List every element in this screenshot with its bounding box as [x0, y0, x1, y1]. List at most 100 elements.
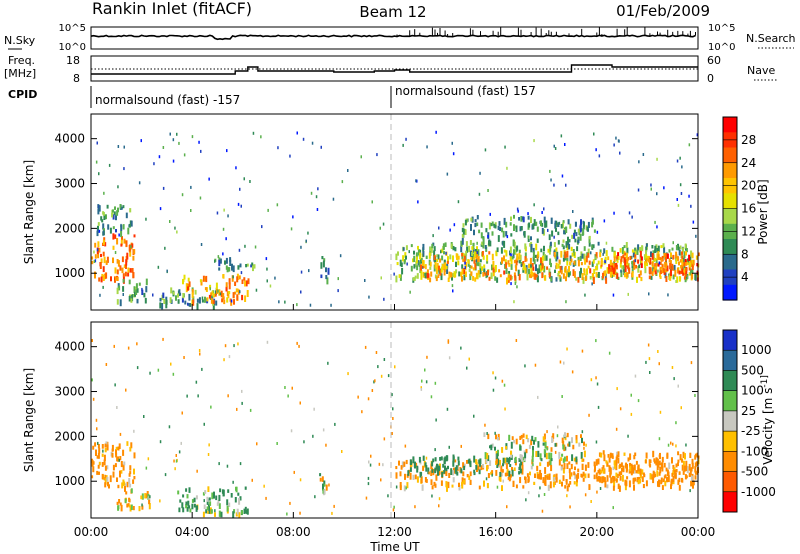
heatmap-speckle [650, 183, 652, 187]
heatmap-cell [660, 258, 663, 262]
heatmap-cell [501, 257, 503, 264]
heatmap-speckle [201, 296, 204, 300]
heatmap-cell [100, 253, 102, 258]
heatmap-cell [662, 478, 665, 483]
heatmap-cell [452, 460, 455, 467]
heatmap-cell [461, 269, 464, 275]
heatmap-cell [434, 262, 437, 269]
heatmap-cell [697, 252, 700, 257]
heatmap-speckle [393, 272, 395, 276]
heatmap-cell [136, 288, 139, 293]
heatmap-speckle [637, 188, 640, 192]
heatmap-cell [540, 220, 542, 227]
heatmap-cell [122, 205, 125, 209]
heatmap-speckle [300, 290, 302, 294]
heatmap-speckle [541, 211, 543, 214]
heatmap-cell [530, 244, 533, 250]
heatmap-speckle [564, 143, 566, 146]
heatmap-cell [690, 475, 693, 482]
heatmap-cell [246, 263, 249, 267]
heatmap-cell [418, 261, 421, 267]
freq-trace [91, 64, 698, 75]
heatmap-speckle [679, 156, 681, 160]
power-colorbar-label: Power [dB] [756, 179, 770, 244]
heatmap-cell [479, 263, 482, 270]
heatmap-speckle [239, 462, 242, 466]
heatmap-cell [534, 273, 537, 280]
heatmap-cell [633, 454, 636, 460]
nsky-trace [90, 34, 696, 41]
heatmap-speckle [164, 473, 167, 477]
heatmap-cell [616, 273, 619, 279]
heatmap-speckle [162, 337, 164, 341]
heatmap-speckle [517, 209, 519, 213]
heatmap-cell [518, 458, 521, 463]
heatmap-cell [684, 244, 687, 249]
heatmap-cell [437, 254, 440, 260]
heatmap-cell [491, 231, 494, 236]
heatmap-cell [431, 461, 434, 467]
heatmap-speckle [203, 499, 205, 503]
heatmap-cell [579, 256, 582, 261]
heatmap-cell [398, 460, 400, 466]
heatmap-speckle [136, 366, 139, 370]
heatmap-cell [688, 472, 691, 477]
heatmap-speckle [181, 193, 184, 197]
heatmap-cell [460, 271, 463, 277]
heatmap-cell [619, 475, 622, 481]
heatmap-cell [561, 453, 564, 457]
heatmap-cell [631, 276, 634, 280]
heatmap-cell [433, 246, 436, 252]
heatmap-cell [172, 291, 175, 295]
heatmap-speckle [114, 251, 117, 254]
heatmap-cell [558, 459, 561, 466]
colorbar-tick-label: 4 [741, 270, 749, 284]
heatmap-cell [633, 484, 635, 491]
heatmap-cell [504, 259, 507, 264]
heatmap-cell [588, 236, 591, 244]
heatmap-cell [477, 249, 480, 256]
heatmap-speckle [376, 153, 378, 157]
heatmap-cell [505, 231, 508, 237]
heatmap-cell [533, 219, 536, 226]
heatmap-cell [122, 273, 125, 278]
heatmap-cell [548, 251, 551, 255]
heatmap-cell [122, 449, 125, 456]
heatmap-cell [514, 249, 517, 255]
heatmap-cell [478, 273, 481, 278]
heatmap-cell [201, 299, 204, 303]
heatmap-cell [587, 473, 590, 478]
heatmap-speckle [174, 467, 176, 471]
heatmap-speckle [159, 499, 161, 503]
heatmap-speckle [569, 505, 571, 509]
heatmap-cell [497, 235, 500, 242]
xtick-label: 20:00 [580, 525, 615, 539]
heatmap-cell [235, 288, 238, 293]
heatmap-cell [580, 219, 582, 226]
heatmap-cell [606, 475, 609, 482]
heatmap-speckle [173, 459, 175, 463]
heatmap-speckle [341, 450, 343, 453]
heatmap-speckle [380, 374, 383, 378]
heatmap-cell [102, 223, 105, 230]
heatmap-cell [253, 264, 256, 269]
heatmap-speckle [93, 250, 95, 254]
heatmap-cell [522, 433, 525, 438]
heatmap-cell [97, 253, 100, 259]
heatmap-cell [446, 268, 449, 274]
heatmap-cell [521, 468, 524, 475]
heatmap-cell [661, 264, 664, 268]
heatmap-cell [488, 222, 491, 230]
heatmap-cell [188, 505, 191, 509]
heatmap-cell [452, 454, 455, 462]
heatmap-cell [677, 246, 680, 251]
heatmap-speckle [364, 279, 366, 282]
heatmap-cell [617, 276, 620, 280]
heatmap-cell [543, 433, 546, 440]
heatmap-cell [441, 471, 444, 478]
heatmap-speckle [175, 459, 178, 463]
heatmap-cell [684, 277, 687, 283]
heatmap-speckle [484, 423, 486, 427]
heatmap-speckle [316, 208, 319, 211]
heatmap-cell [684, 474, 687, 480]
